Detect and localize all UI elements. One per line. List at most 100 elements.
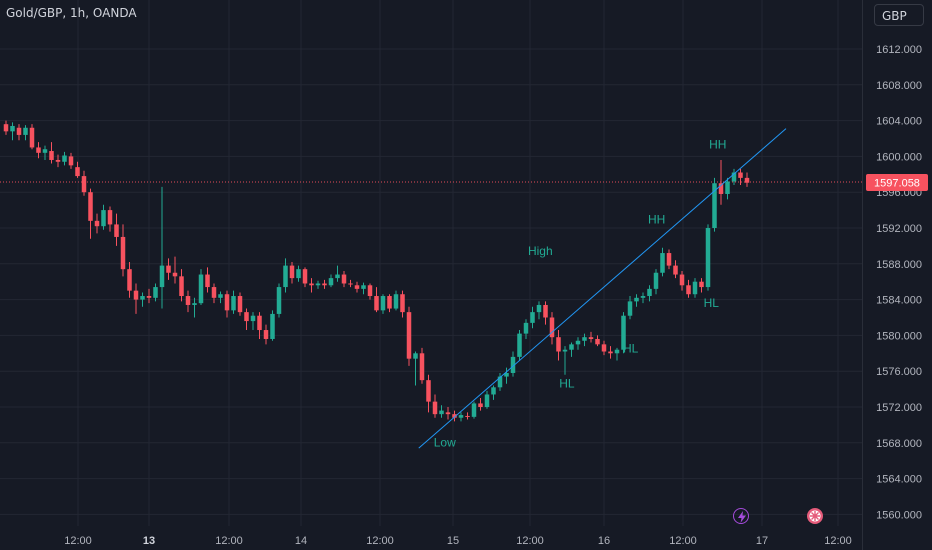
candle-body (42, 149, 48, 153)
candle (81, 170, 87, 196)
candle-body (504, 372, 509, 377)
candle-body (3, 124, 9, 132)
candle-body (627, 301, 633, 316)
candle (172, 256, 178, 284)
candle (315, 280, 321, 289)
candle (439, 405, 444, 418)
candle (62, 151, 67, 166)
candle (23, 125, 28, 141)
candle (140, 292, 145, 307)
trendline[interactable] (418, 128, 787, 449)
candle (341, 270, 347, 288)
candle (75, 161, 80, 178)
candle-body (127, 269, 132, 291)
price-tick-label: 1560.000 (876, 509, 922, 521)
candle (159, 186, 165, 309)
candle-body (686, 285, 691, 295)
candle-body (699, 281, 704, 288)
candle-body (549, 317, 555, 338)
time-tick-label: 16 (598, 535, 610, 547)
candle-body (179, 276, 184, 297)
time-tick-label: 17 (756, 535, 768, 547)
pattern-label: HH (648, 213, 665, 227)
candle-body (380, 296, 386, 311)
event-lightning[interactable] (733, 508, 749, 524)
candle (16, 124, 22, 141)
time-tick-label: 13 (143, 535, 155, 547)
candle (296, 265, 301, 282)
candle (94, 213, 100, 234)
candle-body (523, 322, 529, 334)
price-tick-label: 1604.000 (876, 116, 922, 128)
candle-body (231, 296, 236, 311)
candle (744, 172, 750, 187)
candle (478, 398, 483, 411)
candle-body (432, 401, 438, 415)
pattern-labels: Low High HL HL HH HH HL (434, 137, 727, 449)
candle (699, 278, 704, 293)
candle (224, 290, 230, 318)
candle-body (478, 403, 483, 407)
candle-body (10, 125, 15, 132)
candle-body (374, 296, 379, 311)
candle (270, 310, 275, 341)
candle (432, 394, 438, 418)
pattern-label: HL (559, 376, 575, 390)
candle-body (497, 376, 503, 388)
candle (491, 385, 496, 400)
candle-body (166, 265, 171, 273)
time-tick-label: 12:00 (366, 535, 394, 547)
candle-body (114, 224, 119, 237)
time-tick-label: 12:00 (824, 535, 852, 547)
candle (465, 412, 470, 420)
candle (458, 412, 464, 422)
candle-body (608, 351, 613, 354)
candle (153, 283, 158, 302)
candle-body (146, 296, 152, 298)
candle (322, 279, 327, 289)
candle-body (582, 337, 587, 341)
price-tick-label: 1588.000 (876, 259, 922, 271)
candle (328, 274, 334, 288)
candle-body (458, 415, 464, 418)
symbol-title[interactable]: Gold/GBP, 1h, OANDA (6, 6, 137, 20)
candle (179, 269, 184, 302)
candle-body (562, 349, 568, 352)
candle (640, 292, 646, 304)
candle-body (341, 274, 347, 284)
candle (426, 374, 431, 413)
candle-body (601, 344, 607, 352)
candle (471, 401, 477, 419)
price-axis[interactable]: 1612.0001608.0001604.0001600.0001596.000… (862, 0, 923, 550)
candle-body (731, 172, 737, 182)
candle-body (81, 176, 87, 193)
candle (634, 294, 639, 307)
candle (263, 324, 269, 345)
candle-body (315, 283, 321, 286)
time-axis[interactable]: 12:00 13 12:00 14 12:00 15 12:00 16 12:00 17 12:00 (64, 535, 852, 547)
price-tick-label: 1564.000 (876, 474, 922, 486)
currency-button[interactable]: GBP (874, 4, 924, 26)
candle-body (211, 287, 217, 298)
candle (361, 282, 366, 295)
candle (192, 297, 197, 318)
candle-body (153, 287, 158, 298)
candle-body (400, 294, 405, 313)
candle-body (224, 294, 230, 311)
event-flag[interactable] (807, 508, 823, 524)
candle-body (283, 265, 288, 288)
candle (731, 168, 737, 186)
candle-body (107, 210, 113, 225)
candle (660, 247, 665, 277)
time-tick-label: 14 (295, 535, 307, 547)
candle-body (588, 337, 594, 339)
candle-body (471, 403, 477, 417)
price-tick-label: 1576.000 (876, 366, 922, 378)
candle (705, 224, 711, 291)
candle-body (660, 253, 665, 273)
candle (738, 168, 743, 186)
candle (452, 410, 457, 422)
candle-body (354, 285, 360, 289)
candle (257, 312, 262, 339)
